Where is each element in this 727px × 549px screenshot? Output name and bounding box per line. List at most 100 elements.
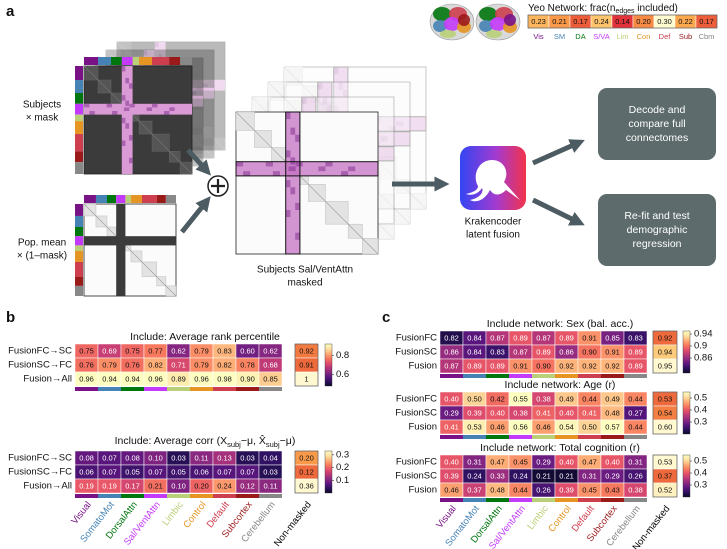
cell-value: 0.89: [536, 347, 551, 356]
network-color-strip: [463, 374, 486, 378]
cell-value: 0.76: [125, 360, 140, 369]
network-color-strip: [486, 374, 509, 378]
cell-value: 0.31: [628, 457, 643, 466]
cell-value: 0.21: [148, 481, 163, 490]
cell-value: 0.92: [605, 361, 620, 370]
matrix-speckle: [152, 103, 158, 108]
colorbar-tick-label: 0.6: [336, 369, 349, 380]
matrix-speckle: [325, 161, 333, 167]
cell-value: 0.21: [559, 471, 574, 480]
panel-label: c: [382, 309, 390, 326]
cell-value: 0.39: [559, 485, 574, 494]
cell-value: 0.24: [217, 481, 232, 490]
yeo-network-label: Con: [637, 32, 651, 41]
cell-value: 0.07: [217, 467, 232, 476]
cell-value: 0.46: [444, 485, 459, 494]
yeo-value: 0.24: [594, 17, 609, 26]
colorbar-tick-label: 0.94: [694, 329, 713, 340]
cell-value: 0.96: [194, 374, 209, 383]
nonmasked-frame: [294, 343, 319, 387]
cell-value: 0.47: [490, 457, 505, 466]
yeo-value: 0.17: [573, 17, 588, 26]
network-color-strip: [121, 387, 144, 391]
matrix-outline: [235, 161, 379, 177]
matrix-diagonal: [83, 203, 177, 297]
cell-value: 0.40: [444, 457, 459, 466]
cell-value: 0.46: [536, 422, 551, 431]
network-strip: [130, 195, 142, 203]
yeo-title: Yeo Network: frac(nedges included): [528, 3, 678, 16]
network-strip: [75, 236, 83, 246]
cell-value: 0.87: [513, 347, 528, 356]
brain-region: [490, 17, 506, 31]
row-label: Fusion: [408, 485, 437, 496]
cell-value: 0.38: [513, 408, 528, 417]
row-label: Fusion: [408, 361, 437, 372]
network-color-strip: [486, 498, 509, 502]
matrix-speckle: [317, 82, 323, 90]
flow-arrow: [180, 196, 211, 234]
cell-value: 0.40: [490, 408, 505, 417]
cell-value: 0.13: [217, 453, 232, 462]
matrix-speckle: [318, 166, 326, 172]
cell-value: 0.44: [513, 485, 528, 494]
cell-value: 0.62: [263, 346, 278, 355]
heatmap-title-part: Include network: Total cognition (r): [480, 442, 640, 454]
cell-value: 0.03: [240, 453, 255, 462]
matrix-band: [116, 204, 126, 296]
cell-value: 0.79: [102, 360, 117, 369]
matrix-band: [121, 66, 133, 174]
heatmap-cell: [623, 358, 648, 374]
cell-value: 0.12: [240, 481, 255, 490]
cell-value: 0.79: [194, 360, 209, 369]
heatmap-title: Include network: Total cognition (r): [480, 442, 640, 454]
matrix-speckle: [154, 42, 159, 48]
network-strip: [75, 66, 83, 81]
cell-value: 0.86: [444, 347, 459, 356]
network-color-strip: [236, 387, 259, 391]
cell-value: 0.90: [582, 347, 597, 356]
cell-value: 0.42: [490, 394, 505, 403]
matrix-speckle: [290, 157, 296, 165]
cell-value: 0.84: [467, 347, 482, 356]
matrix-speckle: [84, 103, 90, 108]
heatmap-title-part: Include: Average corr (X: [115, 435, 227, 447]
cell-value: 0.92: [299, 346, 314, 355]
yeo-network-label: S/VA: [593, 32, 610, 41]
network-color-strip: [190, 494, 213, 498]
row-label: FusionFC: [396, 394, 437, 405]
network-color-strip: [463, 498, 486, 502]
colorbar: [682, 391, 691, 435]
cell-value: 0.03: [171, 453, 186, 462]
matrix-speckle: [301, 97, 307, 105]
cell-value: 1: [304, 374, 308, 383]
cell-value: 0.89: [513, 333, 528, 342]
heatmap-title-part: Include: Average rank percentile: [130, 331, 280, 343]
brain-region: [479, 20, 493, 32]
network-strip: [116, 195, 126, 203]
network-strip: [75, 227, 83, 237]
row-label: FusionSC: [395, 471, 437, 482]
cell-value: 0.05: [171, 467, 186, 476]
cell-value: 0.85: [263, 374, 278, 383]
cell-value: 0.39: [444, 471, 459, 480]
cell-value: 0.24: [467, 471, 482, 480]
cell-value: 0.11: [194, 453, 208, 462]
yeo-value: 0.23: [531, 17, 546, 26]
network-color-strip: [213, 494, 236, 498]
output-box: [598, 88, 716, 160]
colorbar-tick-label: 0.9: [694, 341, 707, 352]
kraken-shape: [466, 160, 520, 202]
cell-value: 0.82: [444, 333, 459, 342]
matrix-speckle: [123, 107, 130, 111]
brain-region: [479, 7, 497, 21]
network-color-strip: [509, 435, 532, 439]
matrix-speckle: [290, 127, 296, 135]
cell-value: 0.40: [605, 457, 620, 466]
network-color-strip: [236, 494, 259, 498]
yeo-title-part: edges: [615, 8, 635, 15]
network-color-strip: [532, 374, 555, 378]
model-label: latent fusion: [466, 230, 520, 241]
network-color-strip: [213, 387, 236, 391]
